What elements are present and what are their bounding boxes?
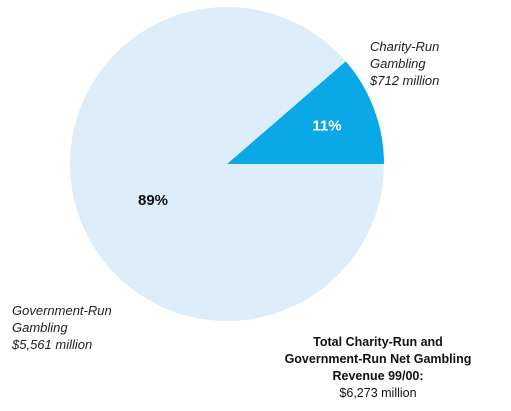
pie-slices bbox=[70, 7, 385, 322]
pie-slice-charity-run bbox=[227, 61, 384, 164]
total-note-line1: Total Charity-Run and bbox=[313, 335, 443, 349]
government-run-amount: $5,561 million bbox=[12, 337, 93, 352]
pie-slice-government-run bbox=[70, 7, 385, 322]
charity-run-amount: $712 million bbox=[370, 73, 440, 88]
percent-label-government-run: 89% bbox=[138, 192, 168, 209]
government-run-name-line2: Gambling bbox=[12, 320, 68, 335]
pie-percent-labels: 11% 89% bbox=[138, 118, 342, 209]
charity-run-name-line1: Charity-Run bbox=[370, 39, 440, 54]
total-note-line3: Revenue 99/00: bbox=[332, 369, 424, 383]
government-run-name-line1: Government-Run bbox=[12, 303, 112, 318]
total-revenue-note: Total Charity-Run and Government-Run Net… bbox=[250, 334, 506, 402]
charity-run-name-line2: Gambling bbox=[370, 56, 426, 71]
charity-run-callout: Charity-Run Gambling $712 million bbox=[370, 38, 439, 89]
total-note-value: $6,273 million bbox=[339, 386, 417, 400]
percent-label-charity-run: 11% bbox=[312, 118, 341, 135]
total-note-line2: Government-Run Net Gambling bbox=[284, 352, 472, 366]
government-run-callout: Government-Run Gambling $5,561 million bbox=[12, 302, 112, 353]
